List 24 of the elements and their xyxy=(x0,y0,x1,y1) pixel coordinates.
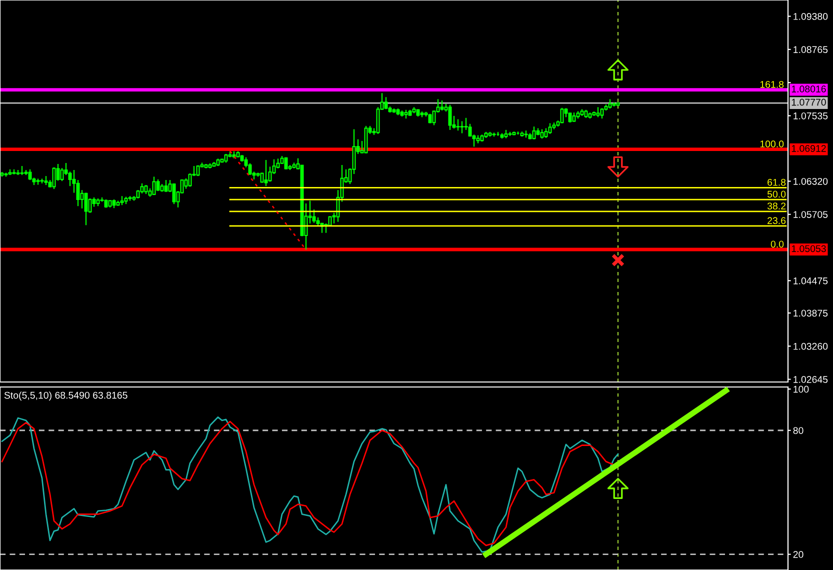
annotation: 0.0 xyxy=(770,240,784,248)
series-label: 50.0 xyxy=(767,190,786,198)
series-label: 38.2 xyxy=(767,202,786,210)
y-tick-label: 1.05705 xyxy=(794,211,828,218)
series-label: 23.6 xyxy=(768,217,786,224)
series-label: 61.8 xyxy=(768,178,786,186)
y-tick-label: 1.02645 xyxy=(794,376,828,383)
y-tick-label: 1.04475 xyxy=(794,277,828,284)
y-tick-label: 80 xyxy=(793,427,804,434)
y-tick-label: 20 xyxy=(793,551,804,558)
ref-line-label: 1.05053 xyxy=(792,245,826,252)
y-tick-label: 1.07535 xyxy=(794,112,828,120)
ref-line-label: 1.07770 xyxy=(792,98,826,106)
y-tick-label: 1.08765 xyxy=(794,46,828,54)
y-tick-label: 100 xyxy=(794,386,809,393)
y-tick-label: 1.03875 xyxy=(794,310,828,317)
ref-line-label: 1.06912 xyxy=(792,145,826,152)
annotation: 100.0 xyxy=(760,140,784,148)
y-tick-label: 1.03260 xyxy=(794,342,828,350)
y-tick-label: 1.09380 xyxy=(794,13,828,20)
annotation: 161.8 xyxy=(760,80,784,88)
chart-title: Sto(5,5,10) 68.5490 63.8165 xyxy=(4,392,128,401)
ref-line-label: 1.08016 xyxy=(792,86,826,92)
y-tick-label: 1.06320 xyxy=(794,178,828,185)
